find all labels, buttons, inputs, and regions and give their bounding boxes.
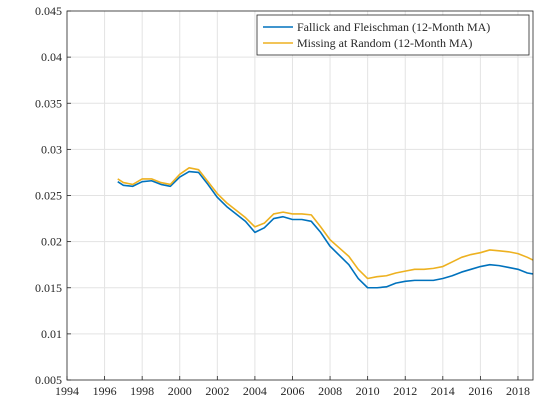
y-tick-label: 0.025 [35,189,62,203]
y-tick-label: 0.01 [41,327,62,341]
x-tick-label: 2018 [506,384,530,398]
series-line [117,167,534,280]
ticks: 0.005 0.01 0.015 0.02 0.025 0.03 0.035 0.04 0.04… [35,4,530,398]
lines [117,167,534,289]
x-tick-label: 2008 [318,384,342,398]
legend-label: Fallick and Fleischman (12-Month MA) [297,20,490,34]
x-tick-label: 2004 [243,384,267,398]
y-tick-label: 0.005 [35,373,62,387]
x-tick-label: 2012 [393,384,417,398]
y-tick-label: 0.035 [35,96,62,110]
series-line [117,170,534,289]
x-tick-label: 1994 [55,384,79,398]
x-tick-label: 1998 [130,384,154,398]
x-tick-label: 2002 [205,384,229,398]
grid [66,10,533,381]
y-tick-label: 0.015 [35,281,62,295]
y-tick-label: 0.02 [41,235,62,249]
legend-box [256,14,530,56]
x-tick-label: 2014 [431,384,455,398]
legend: Fallick and Fleischman (12-Month MA) Miss… [256,14,530,56]
x-tick-label: 2006 [280,384,304,398]
y-tick-label: 0.045 [35,4,62,18]
y-tick-label: 0.03 [41,142,62,156]
x-tick-label: 2010 [356,384,380,398]
x-tick-label: 2000 [168,384,192,398]
x-tick-label: 1996 [93,384,117,398]
y-tick-label: 0.04 [41,50,62,64]
legend-label: Missing at Random (12-Month MA) [297,36,472,50]
x-tick-label: 2016 [468,384,492,398]
